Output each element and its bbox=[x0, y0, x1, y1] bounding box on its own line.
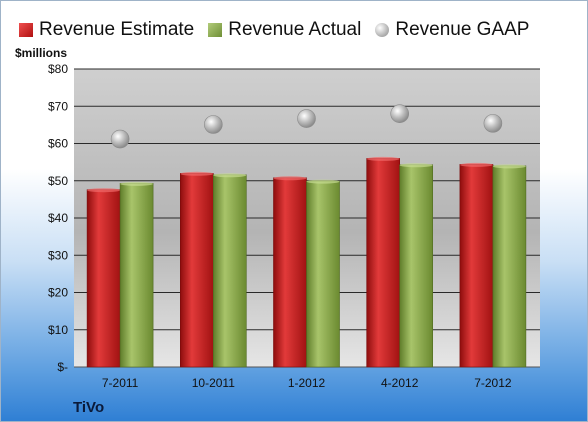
company-name: TiVo bbox=[73, 399, 105, 416]
legend-swatch-estimate bbox=[19, 23, 33, 37]
y-tick-label: $- bbox=[57, 360, 68, 374]
bar-revenue-actual bbox=[306, 180, 340, 368]
bar-revenue-actual bbox=[213, 174, 247, 368]
bar-revenue-estimate bbox=[273, 177, 307, 368]
bar-top-highlight bbox=[120, 181, 154, 186]
x-tick-label: 10-2011 bbox=[192, 376, 235, 390]
bar-revenue-estimate bbox=[180, 173, 214, 368]
bar-top-highlight bbox=[399, 163, 433, 168]
legend-swatch-actual bbox=[208, 23, 223, 37]
bar-top-highlight bbox=[306, 179, 340, 184]
point-revenue-gaap bbox=[110, 129, 130, 149]
point-revenue-gaap bbox=[483, 114, 503, 133]
bar-revenue-estimate bbox=[86, 189, 121, 368]
legend-label-actual: Revenue Actual bbox=[228, 19, 362, 40]
y-tick-label: $30 bbox=[48, 248, 68, 262]
legend-item-gaap: Revenue GAAP bbox=[375, 19, 529, 41]
legend-swatch-gaap bbox=[375, 23, 390, 37]
bar-top-highlight bbox=[213, 173, 247, 178]
bar-top-highlight bbox=[87, 188, 121, 193]
y-tick-label: $70 bbox=[48, 99, 68, 113]
bar-revenue-actual bbox=[399, 164, 434, 368]
bar-top-highlight bbox=[273, 176, 307, 181]
bar-revenue-actual bbox=[119, 183, 154, 368]
y-axis-unit-label: $millions bbox=[15, 46, 68, 60]
bar-revenue-estimate bbox=[366, 158, 401, 368]
y-tick-label: $10 bbox=[48, 323, 68, 337]
point-revenue-gaap bbox=[204, 115, 223, 134]
legend-label-estimate: Revenue Estimate bbox=[39, 19, 195, 40]
point-revenue-gaap bbox=[297, 109, 316, 128]
point-revenue-gaap bbox=[390, 104, 410, 123]
y-tick-label: $20 bbox=[48, 286, 68, 300]
bar-top-highlight bbox=[459, 162, 493, 167]
chart-legend: Revenue Estimate Revenue Actual Revenue … bbox=[19, 17, 577, 43]
bar-top-highlight bbox=[492, 164, 526, 169]
y-tick-label: $60 bbox=[48, 137, 68, 151]
legend-label-gaap: Revenue GAAP bbox=[395, 19, 530, 40]
legend-item-estimate: Revenue Estimate bbox=[19, 19, 194, 41]
y-tick-label: $80 bbox=[48, 62, 68, 76]
bar-top-highlight bbox=[366, 156, 400, 161]
y-tick-label: $40 bbox=[48, 211, 68, 225]
x-tick-label: 7-2012 bbox=[474, 376, 512, 390]
x-tick-label: 4-2012 bbox=[381, 376, 419, 390]
x-tick-label: 7-2011 bbox=[102, 376, 139, 390]
bar-revenue-actual bbox=[492, 165, 527, 368]
y-tick-label: $50 bbox=[48, 174, 68, 188]
bar-revenue-estimate bbox=[459, 164, 494, 368]
legend-item-actual: Revenue Actual bbox=[208, 19, 361, 41]
bar-top-highlight bbox=[180, 171, 214, 176]
x-tick-label: 1-2012 bbox=[288, 376, 326, 390]
